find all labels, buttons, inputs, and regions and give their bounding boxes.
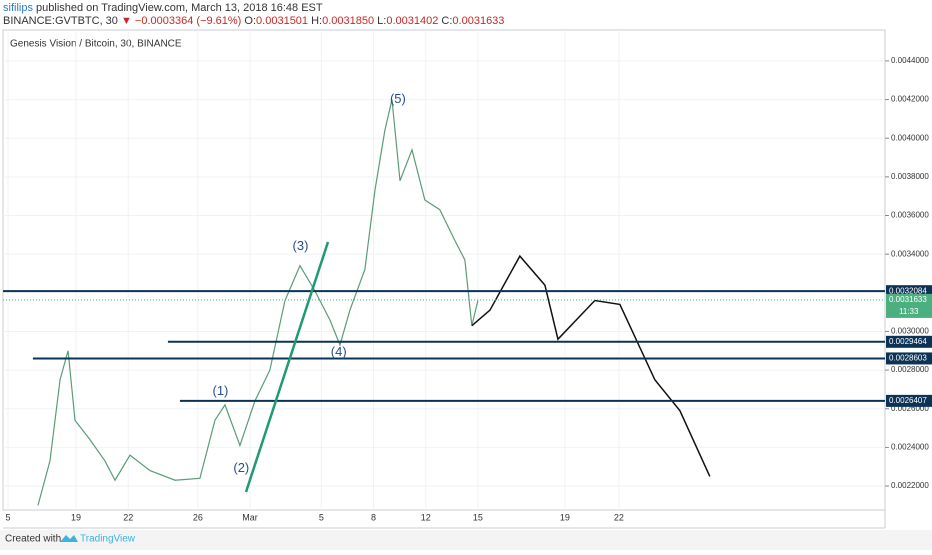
y-tick-label: 0.0042000: [891, 95, 929, 104]
y-tick-label: 0.0038000: [891, 172, 929, 181]
x-tick-label: 19: [560, 512, 570, 522]
x-tick-label: 19: [71, 512, 81, 522]
x-tick-label: Mar: [242, 512, 258, 522]
y-tick-label: 0.0022000: [891, 481, 929, 490]
l: 0.0031402: [386, 15, 438, 27]
x-tick-label: 5: [6, 512, 11, 522]
level-label: 0.0032084: [889, 286, 927, 295]
wave-label: (1): [213, 383, 229, 398]
change: ▼ −0.0003364 (−9.61%): [121, 15, 241, 27]
x-tick-label: 8: [371, 512, 376, 522]
x-tick-label: 15: [473, 512, 483, 522]
last-price-tag: [886, 293, 932, 318]
wave-label: (5): [390, 91, 406, 106]
y-tick-label: 0.0026000: [891, 404, 929, 413]
published: published on TradingView.com, March 13, …: [36, 2, 323, 14]
last-price-label: 0.0031633: [889, 295, 927, 304]
footer-created: Created with: [5, 534, 61, 545]
h-label: H:: [311, 15, 322, 27]
c-label: C:: [441, 15, 452, 27]
wave-label: (4): [331, 344, 347, 359]
c: 0.0031633: [452, 15, 504, 27]
header-line-2: BINANCE:GVTBTC, 30 ▼ −0.0003364 (−9.61%)…: [3, 15, 504, 27]
wave-label: (3): [293, 238, 309, 253]
wave-label: (2): [233, 460, 249, 475]
level-tag: [886, 352, 932, 365]
plot: 0.0022000 0.0024000 0.0026000 0.0028000 0.00…: [3, 30, 932, 522]
h: 0.0031850: [322, 15, 374, 27]
footer-brand[interactable]: TradingView: [80, 534, 136, 545]
countdown: 11:33: [899, 307, 919, 316]
y-tick-label: 0.0028000: [891, 365, 929, 374]
price-line: [37, 99, 479, 506]
x-tick-label: 22: [123, 512, 133, 522]
y-tick-label: 0.0034000: [891, 249, 929, 258]
symbol: BINANCE:GVTBTC, 30: [3, 15, 118, 27]
y-tick-label: 0.0024000: [891, 443, 929, 452]
y-tick-label: 0.0030000: [891, 327, 929, 336]
level-label: 0.0029464: [889, 337, 927, 346]
trend-line: [244, 241, 330, 493]
x-tick-label: 12: [421, 512, 431, 522]
x-tick-label: 26: [193, 512, 203, 522]
level-label: 0.0026407: [889, 396, 927, 405]
footer-bar: [0, 530, 932, 550]
x-tick-label: 22: [614, 512, 624, 522]
author[interactable]: sifilips: [3, 2, 33, 14]
header-line-1: sifilips published on TradingView.com, M…: [3, 2, 323, 14]
y-tick-label: 0.0036000: [891, 211, 929, 220]
level-label: 0.0028603: [889, 354, 927, 363]
o-label: O:: [244, 15, 256, 27]
x-tick-label: 5: [319, 512, 324, 522]
chart-title: Genesis Vision / Bitcoin, 30, BINANCE: [10, 39, 182, 50]
l-label: L:: [377, 15, 386, 27]
level-tag: [886, 394, 932, 407]
price-line: [471, 254, 711, 477]
level-tag: [886, 335, 932, 348]
y-tick-label: 0.0040000: [891, 133, 929, 142]
y-tick-label: 0.0044000: [891, 56, 929, 65]
logo-icon: [60, 535, 78, 542]
o: 0.0031501: [256, 15, 308, 27]
